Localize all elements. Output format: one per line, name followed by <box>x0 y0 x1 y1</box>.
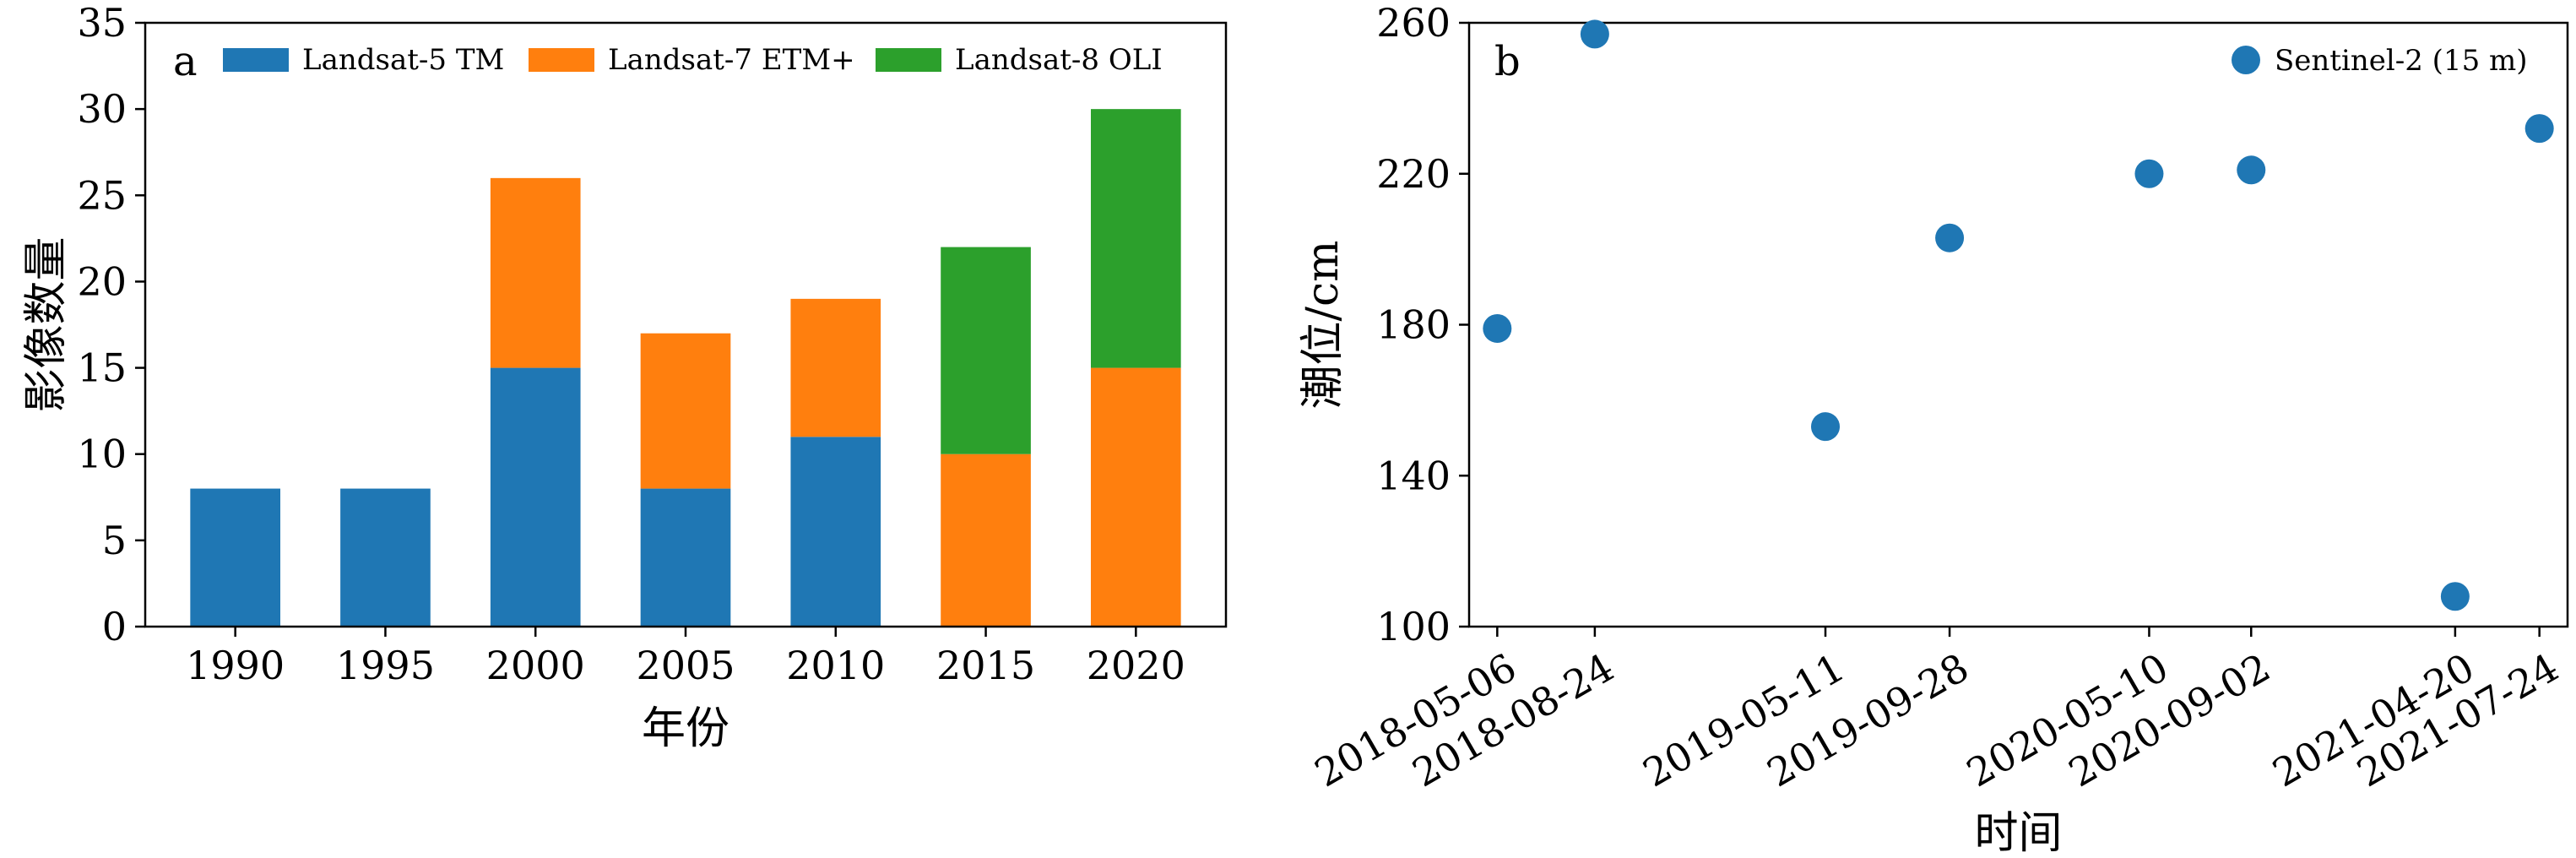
bar-2010-landsat-7-etm- <box>790 298 881 437</box>
data-point <box>1483 313 1512 343</box>
legend-label: Landsat-8 OLI <box>955 43 1163 77</box>
panel-b-y-axis-label: 潮位/cm <box>1298 241 1348 410</box>
legend-swatch <box>876 48 941 72</box>
panel-a-bar-chart: 0 5 10 15 20 25 30 35 1990 1995 2000 2005 2010 2015 2… <box>21 0 1228 754</box>
panel-b-label: b <box>1494 38 1521 85</box>
bar-2020-landsat-7-etm- <box>1091 367 1181 627</box>
bar-2020-landsat-8-oli <box>1091 109 1181 368</box>
y-tick-label: 35 <box>77 0 127 46</box>
y-tick-label: 15 <box>77 345 127 391</box>
y-tick-label: 30 <box>77 86 127 132</box>
x-tick-label: 2000 <box>486 643 585 688</box>
data-point <box>1811 412 1841 442</box>
bar-1990-landsat-5-tm <box>190 488 280 627</box>
y-tick-label: 260 <box>1376 0 1451 46</box>
panel-a-legend: Landsat-5 TM Landsat-7 ETM+ Landsat-8 OLI <box>223 43 1163 77</box>
y-tick-label: 180 <box>1376 302 1451 348</box>
legend-label: Landsat-7 ETM+ <box>608 43 855 77</box>
legend-label: Sentinel-2 (15 m) <box>2275 44 2528 78</box>
y-tick-label: 140 <box>1376 453 1451 498</box>
y-tick-label: 0 <box>102 604 127 649</box>
y-tick-label: 5 <box>102 518 127 563</box>
legend-label: Landsat-5 TM <box>302 43 504 77</box>
panel-a-y-axis-label: 影像数量 <box>21 236 72 412</box>
legend-swatch <box>223 48 289 72</box>
x-tick-label: 2005 <box>636 643 735 688</box>
panel-b-x-axis-label: 时间 <box>1974 808 2062 858</box>
bar-2000-landsat-5-tm <box>490 367 581 627</box>
x-tick-label: 1990 <box>186 643 285 688</box>
data-point <box>1580 19 1609 49</box>
legend-marker <box>2232 46 2260 74</box>
bar-2005-landsat-7-etm- <box>640 333 731 489</box>
bar-2015-landsat-8-oli <box>941 247 1031 454</box>
panel-b-legend: Sentinel-2 (15 m) <box>2232 44 2528 78</box>
bar-1995-landsat-5-tm <box>340 488 431 627</box>
x-tick-label: 1995 <box>336 643 435 688</box>
data-point <box>2134 159 2164 188</box>
bar-2010-landsat-5-tm <box>790 437 881 627</box>
panel-a-bars <box>190 109 1181 627</box>
data-point <box>2237 155 2266 185</box>
panel-a-y-ticks: 0 5 10 15 20 25 30 35 <box>77 0 145 649</box>
y-tick-label: 100 <box>1376 604 1451 649</box>
data-point <box>1935 223 1965 253</box>
y-tick-label: 10 <box>77 432 127 477</box>
panel-b-y-ticks: 100 140 180 220 260 <box>1376 0 1469 649</box>
y-tick-label: 20 <box>77 258 127 304</box>
panel-b-points <box>1483 19 2554 611</box>
bar-2005-landsat-5-tm <box>640 488 731 627</box>
x-tick-label: 2015 <box>936 643 1035 688</box>
x-tick-label: 2020 <box>1087 643 1185 688</box>
data-point <box>2524 114 2554 144</box>
panel-a-x-axis-label: 年份 <box>642 703 729 754</box>
data-point <box>2440 582 2470 611</box>
y-tick-label: 220 <box>1376 151 1451 197</box>
legend-swatch <box>529 48 594 72</box>
x-tick-label: 2010 <box>786 643 885 688</box>
bar-2015-landsat-7-etm- <box>941 453 1031 627</box>
panel-b-axes-frame <box>1467 21 2569 628</box>
panel-a-label: a <box>173 38 198 85</box>
panel-a-x-ticks: 1990 1995 2000 2005 2010 2015 2020 <box>186 627 1185 688</box>
y-tick-label: 25 <box>77 172 127 218</box>
bar-2000-landsat-7-etm- <box>490 177 581 368</box>
